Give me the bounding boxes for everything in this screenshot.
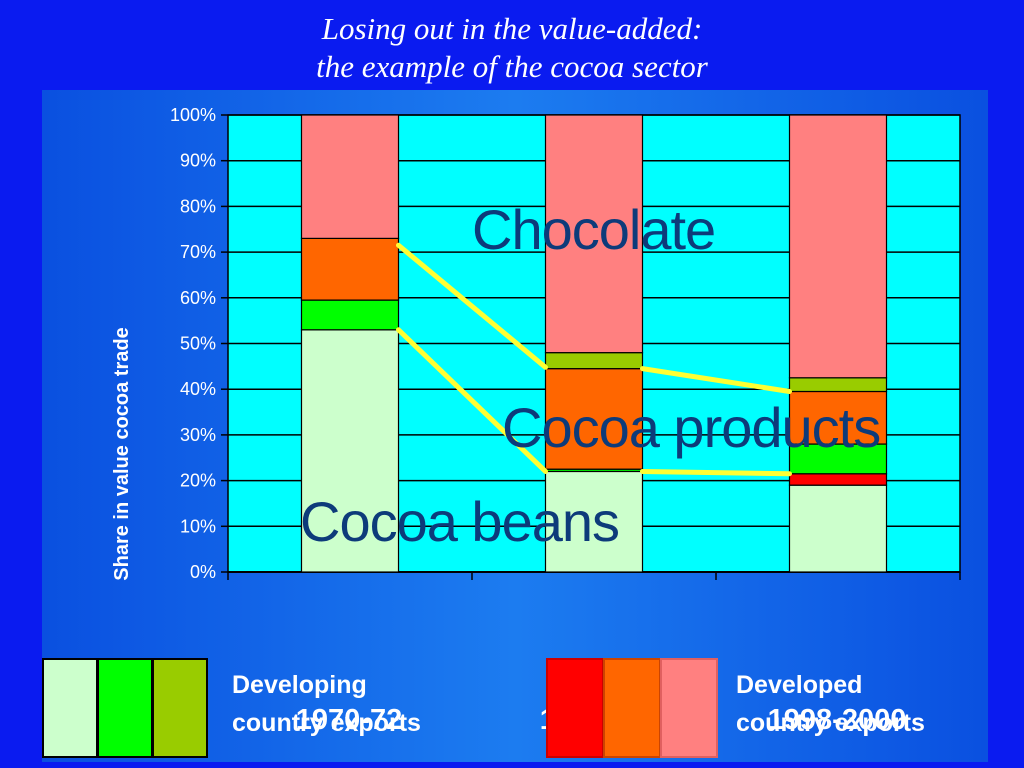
x-category-label: 1998-2000: [767, 704, 907, 736]
bar-segment-dev_beans: [300, 329, 400, 573]
legend-swatch-developed-products: [603, 658, 661, 758]
y-tick-label: 80%: [180, 196, 216, 216]
chart-panel: 0% 10% 20% 30% 40% 50% 60% 70% 80% 90% 100% Share …: [42, 90, 988, 762]
title-line-1: Losing out in the value-added:: [321, 11, 703, 46]
bar-segment-dvd_products: [300, 237, 400, 301]
y-tick-label: 60%: [180, 288, 216, 308]
bar-segment-dvd_products: [788, 390, 888, 445]
legend-developing-line2: country exports: [232, 709, 421, 737]
y-tick-label: 20%: [180, 471, 216, 491]
legend-swatch-developed-chocolate: [660, 658, 718, 758]
y-tick-label: 0%: [190, 562, 216, 582]
y-tick-label: 50%: [180, 334, 216, 354]
legend-swatch-developing-products: [97, 658, 153, 758]
x-category-label: 1970-72: [295, 704, 403, 736]
legend-swatch-developing-beans: [42, 658, 98, 758]
connector-line-lower: [396, 327, 548, 474]
bar-segment-dvd_chocolate: [788, 114, 888, 379]
bar-segment-dev_beans: [788, 484, 888, 573]
legend-swatch-developed-beans: [546, 658, 604, 758]
y-tick-label: 90%: [180, 151, 216, 171]
y-tick-label: 70%: [180, 242, 216, 262]
y-tick-label: 100%: [170, 105, 216, 125]
legend-developed-line1: Developed: [736, 671, 863, 699]
connector-line-upper: [396, 242, 548, 370]
stacked-bar-chart: 0% 10% 20% 30% 40% 50% 60% 70% 80% 90% 100%: [170, 105, 961, 582]
bar-segment-dev_beans: [544, 470, 644, 573]
bar-segment-dvd_chocolate: [544, 114, 644, 354]
connector-line-lower: [640, 468, 792, 477]
annotation-cocoa-beans: Cocoa beans: [300, 490, 620, 553]
legend-developing-line1: Developing: [232, 671, 367, 699]
annotation-cocoa-products: Cocoa products: [502, 396, 881, 459]
y-tick-label: 10%: [180, 516, 216, 536]
bar-segment-dev_products: [300, 299, 400, 331]
legend-label-developed: Developed country exports: [736, 666, 925, 742]
title-line-2: the example of the cocoa sector: [316, 49, 708, 84]
bar-segment-dev_chocolate: [544, 352, 644, 370]
annotation-chocolate: Chocolate: [472, 198, 716, 261]
legend-swatch-developing-chocolate: [152, 658, 208, 758]
bar-segment-dev_chocolate: [788, 377, 888, 393]
y-axis-label: Share in value cocoa trade: [111, 327, 133, 581]
connector-line-upper: [640, 366, 792, 394]
slide-title: Losing out in the value-added: the examp…: [0, 10, 1024, 86]
bar-segment-dev_products: [788, 443, 888, 475]
legend-developed-line2: country exports: [736, 709, 925, 737]
bar-segment-dvd_beans: [788, 473, 888, 486]
y-tick-label: 40%: [180, 379, 216, 399]
bar-segment-dvd_chocolate: [300, 114, 400, 239]
legend-label-developing: Developing country exports: [232, 666, 421, 742]
y-tick-label: 30%: [180, 425, 216, 445]
